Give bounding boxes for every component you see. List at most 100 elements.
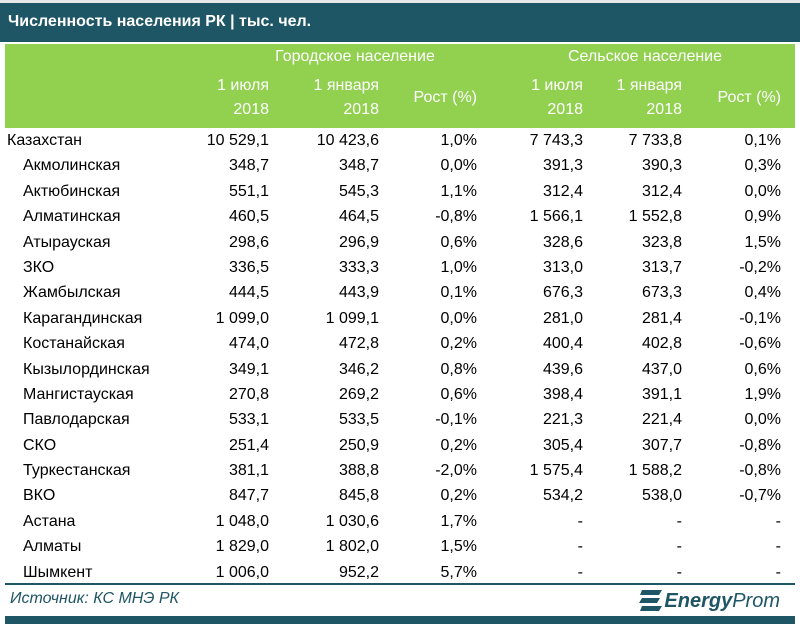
urban-jul: 381,1 — [228, 462, 269, 480]
urban-jan: 1 802,0 — [325, 538, 379, 556]
rural-growth: -0,7% — [739, 487, 781, 505]
rural-jul: 439,6 — [542, 360, 583, 378]
table-row: Алматинская 460,5 464,5 -0,8% 1 566,1 1 552,8… — [5, 204, 795, 229]
rural-growth: 0,6% — [744, 360, 781, 378]
urban-jan: 533,5 — [338, 411, 379, 429]
rural-growth: -0,8% — [739, 462, 781, 480]
urban-jan: 845,8 — [338, 487, 379, 505]
table-row: СКО 251,4 250,9 0,2% 305,4 307,7 -0,8% — [5, 433, 795, 458]
rural-jan: 437,0 — [641, 360, 682, 378]
urban-jan: 296,9 — [338, 233, 379, 251]
rural-jan: 7 733,8 — [628, 132, 682, 149]
rural-jul: - — [577, 563, 583, 581]
region-name: Павлодарская — [23, 411, 130, 429]
urban-growth: -0,8% — [435, 208, 477, 226]
region-name: Актюбинская — [23, 182, 121, 200]
table-row: Алматы 1 829,0 1 802,0 1,5% - - - — [5, 534, 795, 559]
table-header: Городское население Сельское население 1… — [5, 44, 795, 128]
rural-jul: 221,3 — [542, 411, 583, 429]
table-row: ВКО 847,7 845,8 0,2% 534,2 538,0 -0,7% — [5, 483, 795, 508]
table-row: Шымкент 1 006,0 952,2 5,7% - - - — [5, 560, 795, 585]
table-row: Кызылординская 349,1 346,2 0,8% 439,6 437,0 0,… — [5, 357, 795, 382]
rural-jul: 1 566,1 — [529, 208, 583, 226]
region-name: Мангистауская — [23, 385, 134, 403]
rural-jul: 313,0 — [542, 258, 583, 276]
table-row: Астана 1 048,0 1 030,6 1,7% - - - — [5, 509, 795, 534]
rural-jan: 402,8 — [641, 335, 682, 353]
rural-growth: 1,9% — [744, 385, 781, 403]
rural-jan: 307,7 — [641, 436, 682, 454]
urban-jan: 346,2 — [338, 360, 379, 378]
urban-jul: 1 048,0 — [215, 512, 269, 530]
region-name: Алматы — [23, 538, 82, 556]
urban-jul: 460,5 — [228, 208, 269, 226]
rural-jan: 390,3 — [641, 157, 682, 175]
rural-jul: 391,3 — [542, 157, 583, 175]
urban-growth: 1,7% — [440, 512, 477, 530]
region-name: Костанайская — [23, 335, 125, 353]
urban-growth: -2,0% — [435, 462, 477, 480]
urban-jul: 1 006,0 — [215, 563, 269, 581]
urban-jul: 1 099,0 — [215, 309, 269, 327]
urban-growth: 0,8% — [440, 360, 477, 378]
urban-growth: 0,0% — [440, 309, 477, 327]
urban-growth: 0,2% — [440, 436, 477, 454]
urban-growth: 5,7% — [440, 563, 477, 581]
rural-growth: - — [775, 563, 781, 581]
urban-jul: 251,4 — [228, 436, 269, 454]
rural-growth: 0,9% — [744, 208, 781, 226]
table-row: Атырауская 298,6 296,9 0,6% 328,6 323,8 1,5% — [5, 230, 795, 255]
rural-growth: 0,0% — [744, 411, 781, 429]
rural-jul: 305,4 — [542, 436, 583, 454]
rural-jul: 312,4 — [542, 182, 583, 200]
rural-jan-header: 1 января 2018 — [616, 77, 682, 118]
rural-jul: 7 743,3 — [529, 132, 583, 149]
urban-jul: 444,5 — [228, 284, 269, 302]
urban-growth: 0,2% — [440, 487, 477, 505]
urban-growth: -0,1% — [435, 411, 477, 429]
urban-jul-header: 1 июля 2018 — [217, 77, 269, 118]
rural-jan: - — [676, 538, 682, 556]
table-row: Казахстан 10 529,1 10 423,6 1,0% 7 743,3 7 73… — [5, 128, 795, 153]
urban-jan: 1 099,1 — [325, 309, 379, 327]
rural-jul: 1 575,4 — [529, 462, 583, 480]
urban-jan: 443,9 — [338, 284, 379, 302]
urban-growth: 1,0% — [440, 132, 477, 149]
urban-jul: 1 829,0 — [215, 538, 269, 556]
rural-jan: 221,4 — [641, 411, 682, 429]
urban-jan: 952,2 — [338, 563, 379, 581]
rural-jan: 391,1 — [641, 385, 682, 403]
rural-jan: 313,7 — [641, 258, 682, 276]
region-name: Шымкент — [23, 563, 93, 581]
urban-growth-header: Рост (%) — [413, 89, 477, 106]
urban-growth: 0,2% — [440, 335, 477, 353]
urban-jul: 10 529,1 — [206, 132, 269, 149]
region-name: Акмолинская — [23, 157, 121, 175]
urban-jul: 551,1 — [228, 182, 269, 200]
table-row: Костанайская 474,0 472,8 0,2% 400,4 402,8 -0,6… — [5, 331, 795, 356]
urban-growth: 1,0% — [440, 258, 477, 276]
rural-growth: -0,2% — [739, 258, 781, 276]
rural-jan: - — [676, 563, 682, 581]
divider — [5, 583, 795, 585]
urban-jan-header: 1 января 2018 — [313, 77, 379, 118]
urban-jul: 298,6 — [228, 233, 269, 251]
table-row: Акмолинская 348,7 348,7 0,0% 391,3 390,3 0,3% — [5, 153, 795, 178]
table-row: ЗКО 336,5 333,3 1,0% 313,0 313,7 -0,2% — [5, 255, 795, 280]
table-row: Мангистауская 270,8 269,2 0,6% 398,4 391,1 1,9… — [5, 382, 795, 407]
urban-jul: 270,8 — [228, 385, 269, 403]
urban-growth: 0,6% — [440, 233, 477, 251]
rural-group-header: Сельское население — [567, 48, 723, 65]
table-row: Павлодарская 533,1 533,5 -0,1% 221,3 221,4 0,0… — [5, 407, 795, 432]
table-row: Актюбинская 551,1 545,3 1,1% 312,4 312,4 0,0% — [5, 179, 795, 204]
rural-growth: 0,3% — [744, 157, 781, 175]
rural-jan: 281,4 — [641, 309, 682, 327]
urban-jan: 545,3 — [338, 182, 379, 200]
urban-growth: 0,0% — [440, 157, 477, 175]
urban-jul: 474,0 — [228, 335, 269, 353]
rural-growth: 0,0% — [744, 182, 781, 200]
urban-jul: 533,1 — [228, 411, 269, 429]
urban-jul: 349,1 — [228, 360, 269, 378]
energyprom-logo: Energy Prom — [638, 588, 780, 614]
region-name: Астана — [23, 512, 76, 530]
